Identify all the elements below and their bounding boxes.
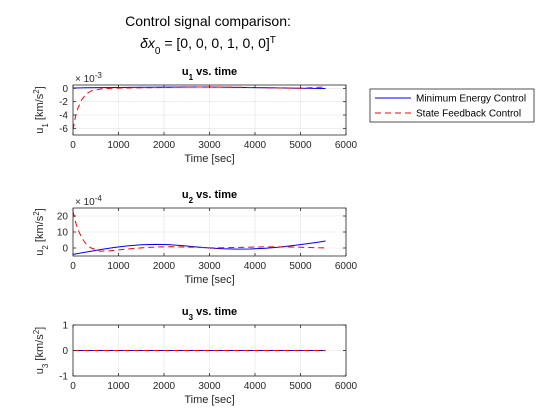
x-axis-label: Time [sec] [184, 394, 234, 406]
x-tick-label: 3000 [198, 140, 221, 151]
y-axis-label-part: 2 [32, 89, 41, 94]
x-tick-label: 3000 [198, 381, 221, 392]
x-tick-label: 2000 [153, 140, 176, 151]
series-line-min-energy [73, 86, 326, 89]
x-tick-label: 4000 [244, 261, 267, 272]
subplot-title: u2 vs. time [182, 189, 237, 205]
y-tick-label: -6 [59, 124, 68, 135]
y-tick-label: -1 [59, 372, 68, 383]
subplot-u1: 0 1000 2000 3000 4000 5000 6000-6-4-20× 10-3 u1… [32, 66, 358, 165]
y-exponent-label: × 10-3 [75, 71, 102, 86]
x-tick-label: 4000 [244, 140, 267, 151]
x-tick-label: 0 [70, 261, 76, 272]
y-axis-label-part: 3 [41, 363, 50, 368]
x-tick-label: 4000 [244, 381, 267, 392]
y-axis-label-part: [km/s [34, 93, 46, 123]
series-line-state-feedback [73, 211, 326, 252]
x-tick-label: 6000 [335, 261, 358, 272]
legend-box [369, 88, 535, 123]
subplot-title-part: vs. time [193, 306, 237, 318]
x-tick-label: 3000 [198, 261, 221, 272]
legend-label-state-feedback: State Feedback Control [416, 109, 521, 120]
subplot-title-part: 1 [189, 73, 194, 82]
x-tick-label: 6000 [335, 140, 358, 151]
subplot-title-part: vs. time [193, 189, 237, 201]
figure-title-subscript: 0 [155, 46, 161, 57]
subplot-title-part: 2 [189, 196, 194, 205]
y-tick-label: 0 [62, 84, 68, 95]
y-axis-label-part: 2 [41, 245, 50, 250]
y-tick-label: 10 [57, 228, 69, 239]
y-axis-label-part: 1 [41, 123, 50, 128]
y-axis-label: u2 [km/s2] [32, 208, 50, 255]
figure-title-vector: = [0, 0, 0, 1, 0, 0] [160, 35, 269, 51]
y-tick-label: -4 [59, 111, 68, 122]
y-exponent-base: × 10 [75, 74, 95, 85]
legend-label-min-energy: Minimum Energy Control [416, 94, 526, 105]
x-tick-label: 2000 [153, 261, 176, 272]
y-axis-label-part: u [34, 368, 46, 374]
y-tick-label: 20 [57, 212, 69, 223]
subplot-title: u3 vs. time [182, 306, 237, 322]
subplot-title-part: u [182, 189, 189, 201]
figure-title-delta-x: δx [140, 35, 156, 51]
y-tick-label: -2 [59, 97, 68, 108]
y-exponent-power: -3 [95, 71, 103, 80]
y-exponent-label: × 10-4 [75, 194, 102, 209]
y-axis-label-part: ] [34, 86, 46, 89]
y-axis-label-part: [km/s [34, 215, 46, 245]
y-axis-label-part: [km/s [34, 334, 46, 364]
x-tick-label: 1000 [107, 140, 130, 151]
y-exponent-base: × 10 [75, 197, 95, 208]
x-tick-label: 1000 [107, 261, 130, 272]
y-tick-label: 1 [62, 321, 68, 332]
y-exponent-power: -4 [95, 194, 103, 203]
x-tick-label: 5000 [289, 140, 312, 151]
y-axis-label-part: 2 [32, 211, 41, 216]
y-tick-label: 0 [62, 244, 68, 255]
y-axis-label: u1 [km/s2] [32, 86, 50, 133]
figure-title-superscript: T [270, 35, 276, 46]
subplots: 0 1000 2000 3000 4000 5000 6000-6-4-20× 10-3 u1… [32, 66, 358, 406]
subplot-title-part: u [182, 306, 189, 318]
legend: Minimum Energy Control State Feedback Co… [369, 88, 535, 123]
x-tick-label: 2000 [153, 381, 176, 392]
y-axis-label-part: 2 [32, 329, 41, 334]
subplot-title-part: 3 [189, 313, 194, 322]
series-line-state-feedback [73, 86, 326, 130]
y-axis-label-part: u [34, 128, 46, 134]
y-axis-label-part: u [34, 250, 46, 256]
x-axis-label: Time [sec] [184, 153, 234, 165]
x-tick-label: 5000 [289, 261, 312, 272]
x-tick-label: 5000 [289, 381, 312, 392]
x-tick-label: 1000 [107, 381, 130, 392]
x-tick-label: 0 [70, 140, 76, 151]
figure-title-line1: Control signal comparison: [125, 13, 291, 29]
x-tick-label: 6000 [335, 381, 358, 392]
subplot-title: u1 vs. time [182, 66, 237, 82]
subplot-title-part: u [182, 66, 189, 78]
x-axis-label: Time [sec] [184, 274, 234, 286]
x-tick-label: 0 [70, 381, 76, 392]
y-tick-label: 0 [62, 346, 68, 357]
subplot-title-part: vs. time [193, 66, 237, 78]
y-axis-label: u3 [km/s2] [32, 327, 50, 374]
y-axis-label-part: ] [34, 208, 46, 211]
figure-title-line2: δx0 = [0, 0, 0, 1, 0, 0]T [140, 35, 276, 57]
y-axis-label-part: ] [34, 327, 46, 330]
